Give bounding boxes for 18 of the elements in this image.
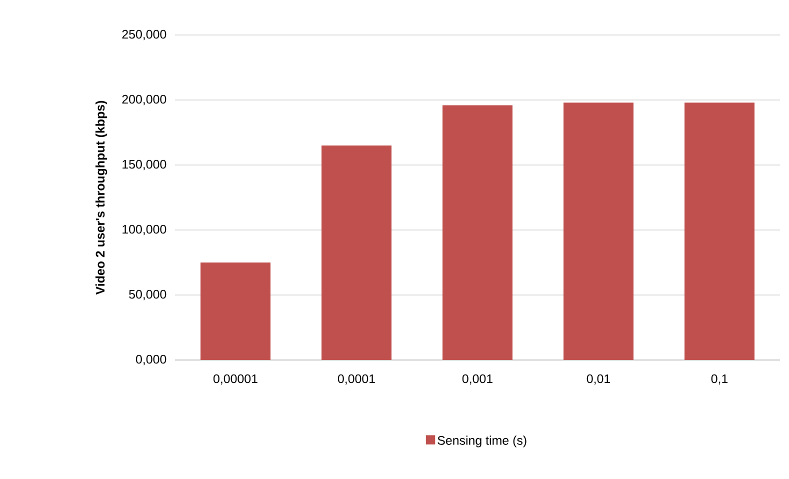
bar — [684, 102, 755, 360]
y-tick-label: 200,000 — [122, 94, 166, 106]
x-tick-label: 0,01 — [586, 374, 610, 385]
bar — [442, 105, 512, 360]
y-tick-label: 50,000 — [129, 290, 166, 300]
x-tick-label: 0,1 — [711, 374, 728, 385]
y-tick-label: 150,000 — [122, 160, 166, 170]
x-tick-label: 0,001 — [462, 374, 492, 385]
bar — [322, 145, 392, 360]
y-axis-title: Video 2 user's throughput (kbps) — [95, 100, 108, 295]
y-tick-label: 100,000 — [122, 224, 166, 236]
bar — [200, 262, 270, 360]
x-tick-label: 0,00001 — [213, 374, 258, 385]
x-tick-label: 0,0001 — [338, 374, 375, 385]
y-tick-label: 0,000 — [136, 354, 166, 366]
bar — [564, 102, 634, 360]
legend-label: Sensing time (s) — [438, 436, 526, 448]
y-tick-label: 250,000 — [122, 30, 166, 40]
